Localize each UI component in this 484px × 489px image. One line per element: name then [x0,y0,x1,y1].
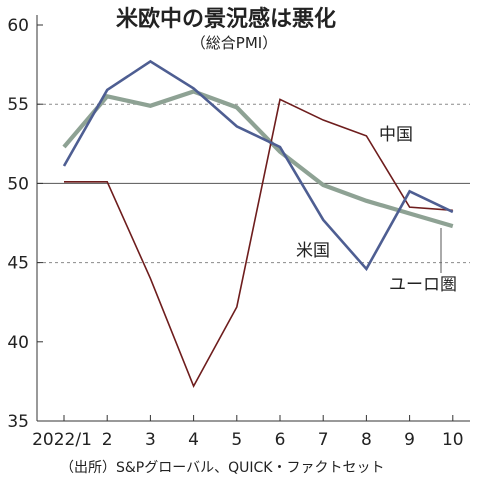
x-tick-label: 5 [231,430,242,450]
series-line-eurozone [62,89,454,229]
y-tick-label: 60 [7,16,29,36]
series-line-us [62,59,454,272]
x-tick-label: 8 [361,430,372,450]
x-tick-label: 3 [145,430,156,450]
x-tick-label: 6 [275,430,286,450]
x-tick-label: 4 [188,430,199,450]
series-line-china [64,98,453,389]
y-tick-label: 45 [7,254,29,274]
chart-title: 米欧中の景況感は悪化 [116,6,336,32]
x-tick-label: 7 [318,430,329,450]
x-tick-label: 2022/1 [32,430,92,450]
y-tick-label: 55 [7,95,29,115]
y-tick-label: 35 [7,412,29,432]
x-tick-label: 10 [442,430,464,450]
series-label-us: 米国 [296,241,330,261]
y-tick-label: 50 [7,174,29,194]
series-label-china: 中国 [379,125,413,145]
chart-subtitle: （総合PMI） [191,34,277,52]
gridlines [37,103,470,264]
x-tick-label: 2 [102,430,113,450]
y-tick-label: 40 [7,333,29,353]
x-tick-label: 9 [404,430,415,450]
series-lines [62,59,454,389]
source-note: （出所）S&Pグローバル、QUICK・ファクトセット [60,460,384,476]
series-label-eurozone: ユーロ圏 [389,275,457,295]
